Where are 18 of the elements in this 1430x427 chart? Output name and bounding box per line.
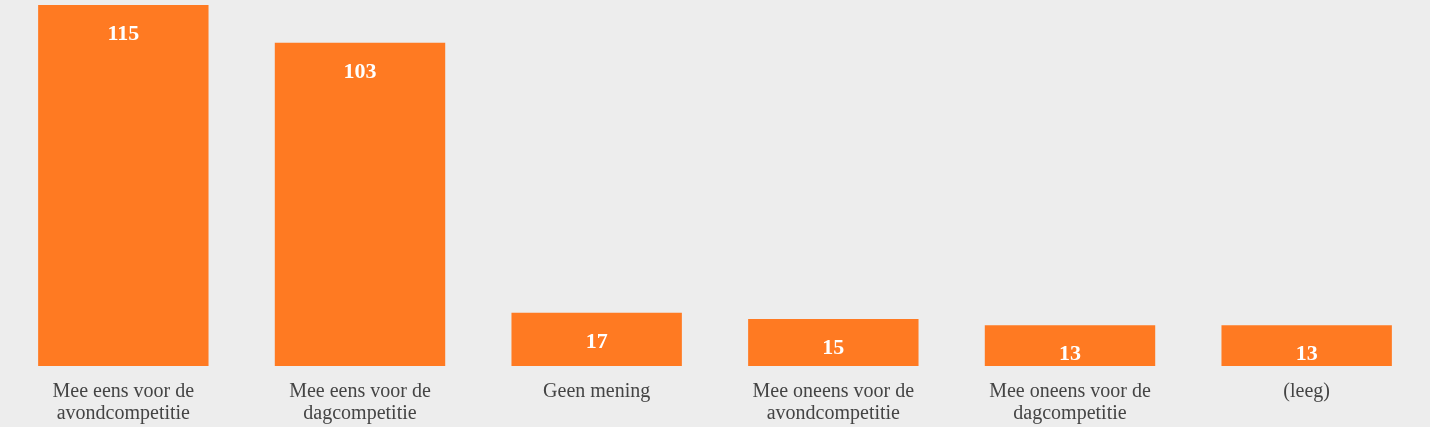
bar [748,318,919,366]
bar [274,42,446,366]
data-label: 103 [343,57,377,83]
bar [984,325,1156,366]
data-label: 17 [585,327,608,353]
data-label: 115 [107,20,140,45]
data-label: 13 [1059,340,1081,366]
x-tick-label: Mee eens voor de dagcompetitie [289,378,431,424]
x-tick-label: (leeg) [1283,378,1330,402]
data-label: 15 [822,333,845,359]
data-label: 13 [1295,340,1318,366]
bar [511,312,682,366]
bar [1221,325,1392,366]
x-tick-label: Mee oneens voor de dagcompetitie [989,378,1151,424]
x-tick-label: Mee oneens voor de avondcompetitie [752,378,915,424]
x-tick-label: Mee eens voor de avondcompetitie [52,378,195,424]
bar [38,5,209,366]
x-tick-label: Geen mening [543,378,651,402]
